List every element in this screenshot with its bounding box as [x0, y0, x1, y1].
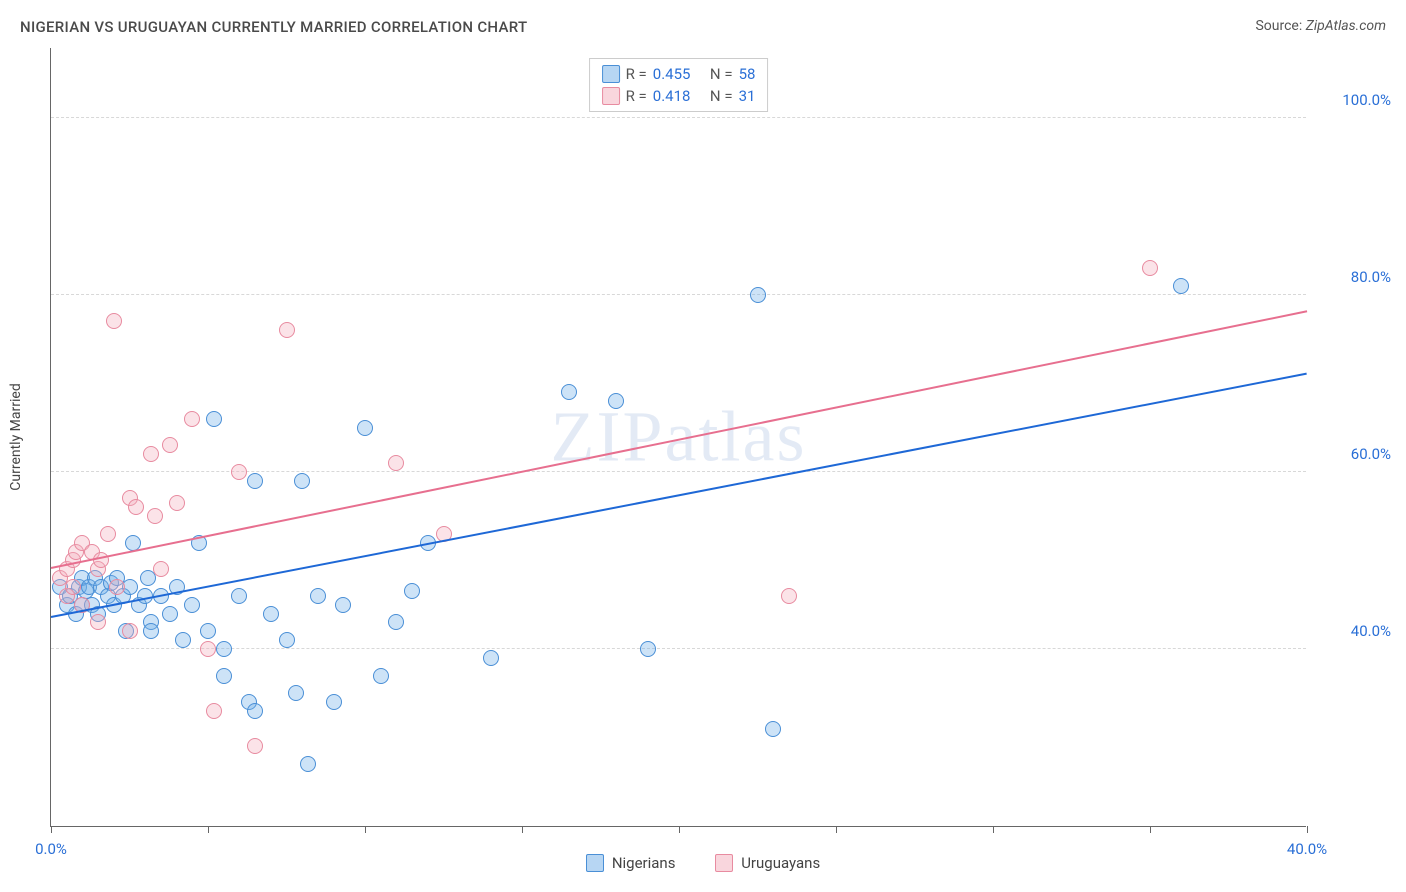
data-point-nigerians: [388, 614, 404, 630]
data-point-nigerians: [247, 473, 263, 489]
data-point-nigerians: [231, 588, 247, 604]
data-point-nigerians: [335, 597, 351, 613]
data-point-nigerians: [184, 597, 200, 613]
data-point-uruguayans: [169, 495, 185, 511]
data-point-uruguayans: [200, 641, 216, 657]
data-point-nigerians: [561, 384, 577, 400]
gridline-h: [51, 117, 1306, 118]
legend-item-uruguayans: Uruguayans: [715, 854, 820, 872]
y-axis-label: Currently Married: [8, 383, 24, 490]
n-label: N =: [710, 87, 733, 105]
x-tick: [365, 826, 366, 833]
r-value-nigerians: 0.455: [653, 65, 691, 83]
n-label: N =: [710, 65, 733, 83]
y-tick-label: 80.0%: [1316, 268, 1391, 286]
source-attribution: Source: ZipAtlas.com: [1255, 18, 1386, 34]
legend-stats-row: R = 0.418 N = 31: [602, 85, 756, 107]
legend-label: Nigerians: [612, 854, 676, 872]
swatch-nigerians: [602, 65, 620, 83]
swatch-uruguayans: [715, 854, 733, 872]
data-point-nigerians: [300, 756, 316, 772]
data-point-uruguayans: [184, 411, 200, 427]
data-point-uruguayans: [128, 499, 144, 515]
source-label: Source:: [1255, 18, 1305, 34]
y-tick-label: 40.0%: [1316, 622, 1391, 640]
data-point-nigerians: [750, 287, 766, 303]
data-point-nigerians: [310, 588, 326, 604]
plot-area: Currently Married ZIPatlas R = 0.455 N =…: [50, 48, 1306, 827]
data-point-uruguayans: [109, 579, 125, 595]
data-point-uruguayans: [122, 623, 138, 639]
data-point-nigerians: [765, 721, 781, 737]
data-point-nigerians: [373, 668, 389, 684]
data-point-nigerians: [404, 583, 420, 599]
x-tick: [1150, 826, 1151, 833]
swatch-nigerians: [586, 854, 604, 872]
data-point-nigerians: [483, 650, 499, 666]
x-tick: [522, 826, 523, 833]
chart-container: NIGERIAN VS URUGUAYAN CURRENTLY MARRIED …: [0, 0, 1406, 892]
y-tick-label: 60.0%: [1316, 445, 1391, 463]
legend-label: Uruguayans: [741, 854, 820, 872]
data-point-nigerians: [608, 393, 624, 409]
data-point-uruguayans: [147, 508, 163, 524]
data-point-uruguayans: [162, 437, 178, 453]
data-point-nigerians: [288, 685, 304, 701]
data-point-nigerians: [175, 632, 191, 648]
legend-bottom: Nigerians Uruguayans: [0, 854, 1406, 876]
data-point-nigerians: [357, 420, 373, 436]
data-point-nigerians: [279, 632, 295, 648]
gridline-h: [51, 648, 1306, 649]
data-point-uruguayans: [143, 446, 159, 462]
n-value-uruguayans: 31: [739, 87, 756, 105]
legend-stats: R = 0.455 N = 58 R = 0.418 N = 31: [589, 58, 769, 112]
data-point-nigerians: [247, 703, 263, 719]
x-tick: [679, 826, 680, 833]
data-point-uruguayans: [100, 526, 116, 542]
r-value-uruguayans: 0.418: [653, 87, 691, 105]
data-point-uruguayans: [781, 588, 797, 604]
x-tick: [51, 826, 52, 833]
data-point-uruguayans: [279, 322, 295, 338]
data-point-nigerians: [326, 694, 342, 710]
gridline-h: [51, 294, 1306, 295]
data-point-nigerians: [216, 641, 232, 657]
data-point-uruguayans: [106, 313, 122, 329]
x-tick: [1307, 826, 1308, 833]
data-point-nigerians: [200, 623, 216, 639]
data-point-uruguayans: [65, 579, 81, 595]
data-point-uruguayans: [1142, 260, 1158, 276]
x-tick: [208, 826, 209, 833]
legend-stats-row: R = 0.455 N = 58: [602, 63, 756, 85]
r-label: R =: [626, 65, 647, 83]
trendline-uruguayans: [51, 311, 1307, 570]
data-point-nigerians: [1173, 278, 1189, 294]
data-point-uruguayans: [247, 738, 263, 754]
data-point-uruguayans: [388, 455, 404, 471]
y-tick-label: 100.0%: [1316, 91, 1391, 109]
data-point-nigerians: [216, 668, 232, 684]
n-value-nigerians: 58: [739, 65, 756, 83]
source-value: ZipAtlas.com: [1306, 18, 1386, 34]
chart-title: NIGERIAN VS URUGUAYAN CURRENTLY MARRIED …: [20, 18, 527, 36]
data-point-nigerians: [143, 623, 159, 639]
swatch-uruguayans: [602, 87, 620, 105]
trendline-nigerians: [51, 373, 1307, 618]
data-point-uruguayans: [231, 464, 247, 480]
data-point-uruguayans: [153, 561, 169, 577]
r-label: R =: [626, 87, 647, 105]
legend-item-nigerians: Nigerians: [586, 854, 676, 872]
data-point-uruguayans: [206, 703, 222, 719]
data-point-nigerians: [162, 606, 178, 622]
watermark: ZIPatlas: [551, 396, 807, 479]
x-tick: [836, 826, 837, 833]
x-tick: [993, 826, 994, 833]
data-point-nigerians: [263, 606, 279, 622]
data-point-nigerians: [640, 641, 656, 657]
data-point-nigerians: [206, 411, 222, 427]
data-point-uruguayans: [90, 614, 106, 630]
data-point-nigerians: [294, 473, 310, 489]
